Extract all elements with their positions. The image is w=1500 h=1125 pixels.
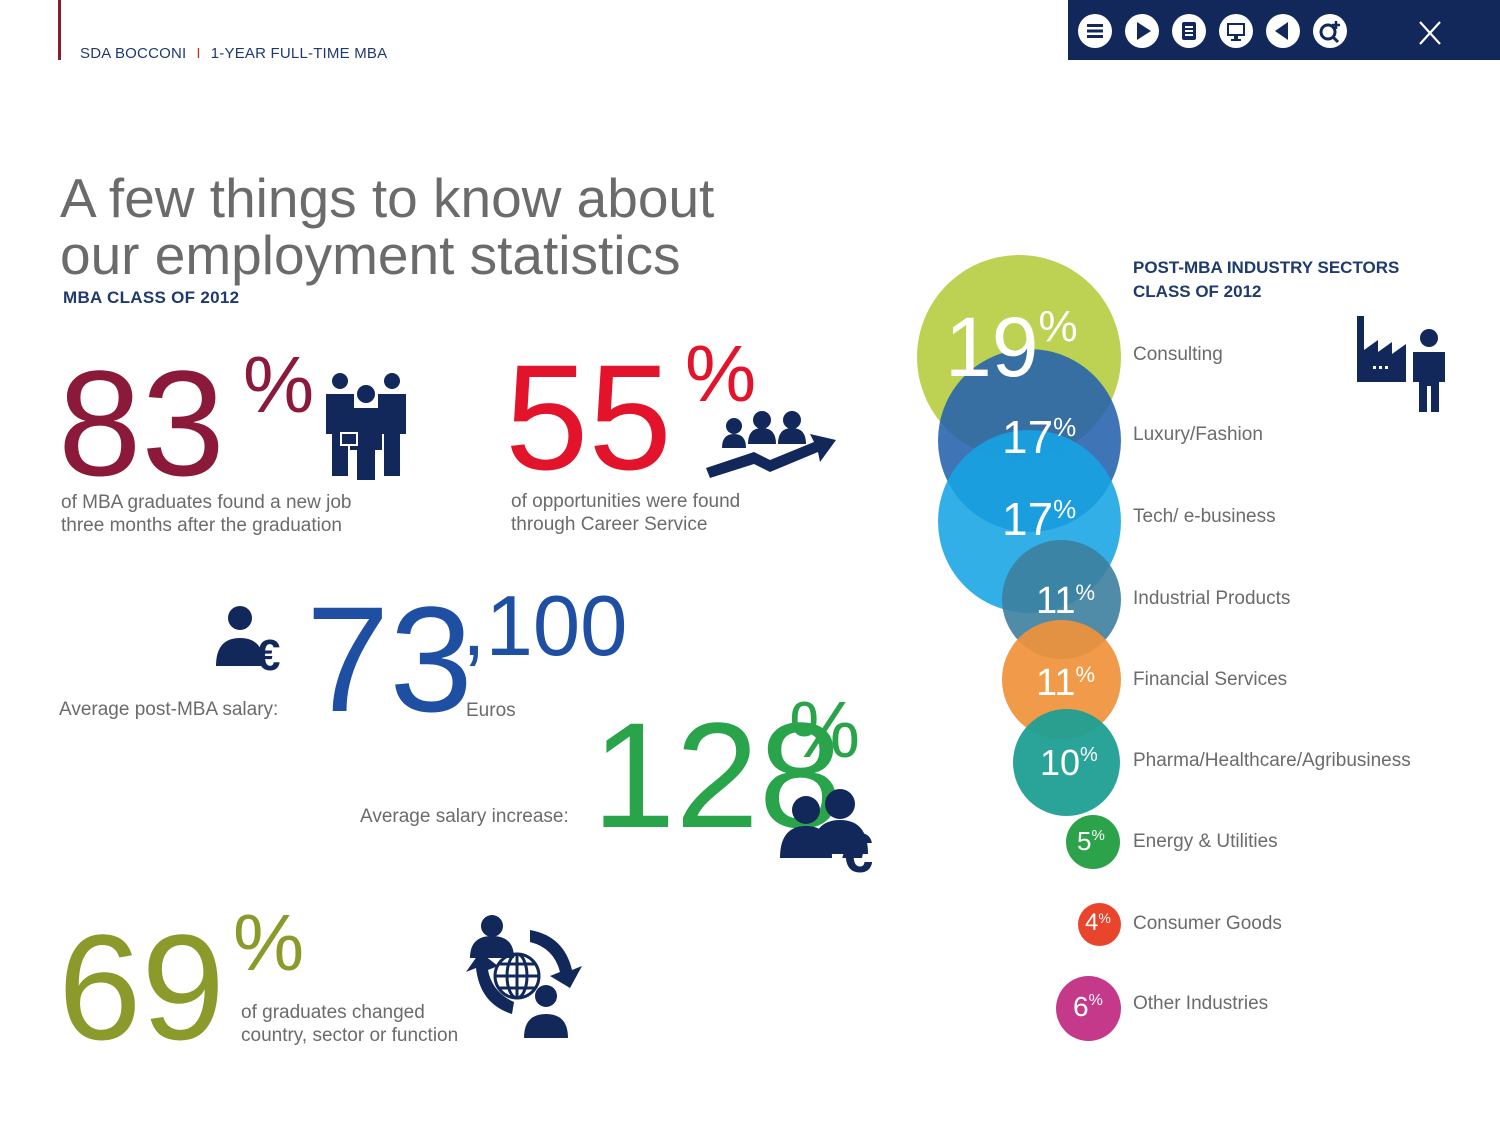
sector-value-unit: % <box>1080 744 1098 766</box>
sector-value-unit: % <box>1098 910 1111 926</box>
job-stat-description: of MBA graduates found a new job three m… <box>61 491 351 537</box>
page-subtitle: MBA CLASS OF 2012 <box>63 288 240 307</box>
career-stat-value: 55 <box>505 333 672 501</box>
increase-stat-unit: % <box>789 685 861 774</box>
sector-value-unit: % <box>1088 992 1103 1009</box>
changed-stat-description-line1: of graduates changed <box>241 1002 425 1023</box>
sector-value-pharma: 10% <box>1040 745 1098 781</box>
sector-value-unit: % <box>1091 827 1105 844</box>
page-title-line2: our employment statistics <box>60 224 681 286</box>
fullscreen-button[interactable] <box>1219 14 1253 48</box>
menu-icon <box>1087 24 1103 38</box>
sector-value-unit: % <box>1075 580 1096 605</box>
sector-bubble-other <box>1056 976 1121 1041</box>
sector-name-consulting: Consulting <box>1133 344 1223 365</box>
sector-value-unit: % <box>1038 302 1078 351</box>
header-breadcrumb: SDA BOCCONI I 1-YEAR FULL-TIME MBA <box>80 45 387 62</box>
sector-value-consulting: 19% <box>945 302 1078 390</box>
header-accent-bar <box>58 0 61 60</box>
business-people-icon <box>326 373 406 480</box>
job-stat-description-line1: of MBA graduates found a new job <box>61 492 352 513</box>
job-stat-unit: % <box>243 340 315 429</box>
sector-value-consumer: 4% <box>1085 911 1111 935</box>
sector-value-number: 10 <box>1040 742 1081 783</box>
sector-name-tech: Tech/ e-business <box>1133 506 1276 527</box>
career-stat-description: of opportunities were found through Care… <box>511 490 740 536</box>
back-icon <box>1275 22 1288 40</box>
sector-bubble-consumer <box>1078 903 1121 946</box>
increase-stat-value: 128 <box>592 691 843 859</box>
sector-name-consumer: Consumer Goods <box>1133 913 1282 934</box>
sector-name-energy: Energy & Utilities <box>1133 831 1278 852</box>
svg-text:€: € <box>842 821 873 874</box>
sector-value-other: 6% <box>1073 993 1103 1021</box>
sector-bubble-energy <box>1066 815 1120 869</box>
viewer-toolbar <box>1068 0 1500 60</box>
svg-text:€: € <box>256 631 280 674</box>
sector-value-number: 11 <box>1036 662 1076 704</box>
changed-stat-description-line2: country, sector or function <box>241 1025 459 1046</box>
person-euro-icon: € <box>216 606 280 674</box>
sector-name-industrial: Industrial Products <box>1133 588 1291 609</box>
sector-name-financial: Financial Services <box>1133 669 1288 690</box>
sector-name-luxury: Luxury/Fashion <box>1133 424 1263 445</box>
zoom-in-button[interactable] <box>1313 14 1347 48</box>
menu-button[interactable] <box>1078 14 1112 48</box>
sector-value-number: 4 <box>1085 909 1099 936</box>
sector-value-number: 17 <box>1002 493 1054 545</box>
sectors-title-line1: POST-MBA INDUSTRY SECTORS <box>1133 258 1400 277</box>
sector-value-unit: % <box>1053 412 1077 442</box>
page-title: A few things to know about our employmen… <box>60 170 714 284</box>
sectors-title: POST-MBA INDUSTRY SECTORS CLASS OF 2012 <box>1133 256 1399 304</box>
header-brand: SDA BOCCONI <box>80 45 187 62</box>
page-title-line1: A few things to know about <box>60 167 715 229</box>
sector-value-number: 11 <box>1036 580 1076 622</box>
salary-stat-thousands: ,100 <box>462 579 628 674</box>
changed-stat-value: 69 <box>58 903 225 1071</box>
job-stat-description-line2: three months after the graduation <box>61 515 342 536</box>
sector-value-number: 19 <box>945 300 1039 394</box>
growth-arrow-people-icon <box>706 411 836 478</box>
salary-stat-value: 73 <box>306 575 473 743</box>
close-icon <box>1419 21 1441 45</box>
sector-value-financial: 11% <box>1036 662 1096 704</box>
sector-name-other: Other Industries <box>1133 993 1269 1014</box>
sectors-title-line2: CLASS OF 2012 <box>1133 282 1262 301</box>
sector-value-industrial: 11% <box>1036 580 1096 622</box>
increase-stat-label: Average salary increase: <box>360 806 569 827</box>
play-icon <box>1137 22 1151 40</box>
zoom-in-icon <box>1319 21 1340 44</box>
back-button[interactable] <box>1266 14 1300 48</box>
sector-value-number: 5 <box>1077 826 1092 856</box>
header-separator: I <box>196 45 201 62</box>
sector-value-tech: 17% <box>1002 496 1076 542</box>
factory-worker-icon <box>1357 316 1445 412</box>
changed-stat-unit: % <box>233 898 305 987</box>
changed-stat-description: of graduates changed country, sector or … <box>241 1001 458 1047</box>
sector-value-unit: % <box>1053 494 1077 524</box>
job-stat-value: 83 <box>58 339 225 507</box>
monitor-icon <box>1227 23 1245 41</box>
salary-stat-label: Average post-MBA salary: <box>59 699 279 720</box>
sector-name-pharma: Pharma/Healthcare/Agribusiness <box>1133 750 1411 771</box>
header-program: 1-YEAR FULL-TIME MBA <box>210 45 388 62</box>
sector-value-unit: % <box>1075 662 1096 687</box>
notes-button[interactable] <box>1172 14 1206 48</box>
career-stat-description-line2: through Career Service <box>511 514 708 535</box>
close-button[interactable] <box>1414 14 1448 48</box>
notes-icon <box>1182 22 1196 40</box>
salary-stat-currency: Euros <box>466 700 516 721</box>
career-stat-unit: % <box>685 329 757 418</box>
people-euro-icon: € <box>780 789 873 874</box>
globe-exchange-icon <box>466 915 582 1038</box>
sector-value-luxury: 17% <box>1002 414 1076 460</box>
sector-bubble-pharma <box>1013 709 1120 816</box>
sector-value-number: 6 <box>1073 991 1089 1022</box>
sector-value-number: 17 <box>1002 411 1054 463</box>
play-button[interactable] <box>1125 14 1159 48</box>
sector-value-energy: 5% <box>1077 828 1105 854</box>
career-stat-description-line1: of opportunities were found <box>511 491 741 512</box>
